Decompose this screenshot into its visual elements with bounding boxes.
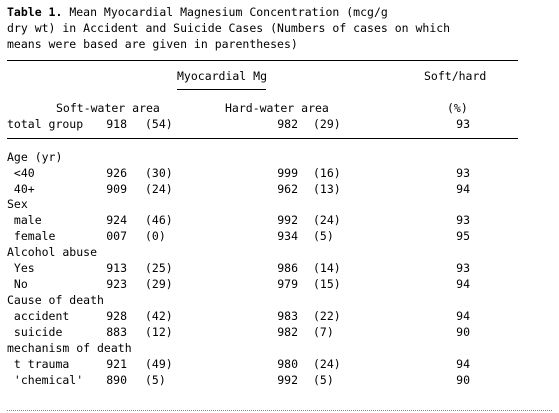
header-bottom-rule: [7, 138, 518, 139]
soft-hard-ratio: 93: [456, 166, 470, 180]
hard-water-count: (5): [313, 373, 334, 387]
hard-water-value: 962: [277, 182, 298, 196]
soft-water-value: 924: [106, 213, 127, 227]
hard-water-value: 982: [277, 117, 298, 131]
soft-water-value: 923: [106, 277, 127, 291]
soft-hard-ratio: 95: [456, 229, 470, 243]
soft-water-value: 926: [106, 166, 127, 180]
soft-water-count: (0): [145, 229, 166, 243]
hard-water-value: 979: [277, 277, 298, 291]
percent-header: (%): [447, 101, 468, 115]
row-label: 'chemical': [7, 373, 84, 387]
soft-hard-ratio: 94: [456, 357, 470, 371]
soft-water-value: 928: [106, 309, 127, 323]
hard-water-count: (24): [313, 213, 341, 227]
soft-water-count: (30): [145, 166, 173, 180]
row-label: mechanism of death: [7, 341, 132, 355]
table-caption: Table 1. Mean Myocardial Magnesium Conce…: [7, 4, 527, 52]
group-underline: [177, 89, 266, 90]
hard-water-count: (24): [313, 357, 341, 371]
row-label: 40+: [7, 182, 35, 196]
row-label: Sex: [7, 197, 28, 211]
hard-water-value: 986: [277, 261, 298, 275]
soft-water-value: 918: [106, 117, 127, 131]
soft-water-count: (42): [145, 309, 173, 323]
soft-water-count: (12): [145, 325, 173, 339]
soft-hard-header: Soft/hard: [424, 69, 487, 83]
soft-water-count: (25): [145, 261, 173, 275]
soft-hard-ratio: 93: [456, 213, 470, 227]
hard-water-count: (16): [313, 166, 341, 180]
row-label: t trauma: [7, 357, 70, 371]
row-label: Alcohol abuse: [7, 245, 98, 259]
soft-hard-ratio: 94: [456, 182, 470, 196]
soft-water-count: (5): [145, 373, 166, 387]
soft-water-count: (49): [145, 357, 173, 371]
hard-water-count: (29): [313, 117, 341, 131]
soft-water-count: (46): [145, 213, 173, 227]
row-label: suicide: [7, 325, 63, 339]
hard-water-value: 983: [277, 309, 298, 323]
soft-hard-ratio: 90: [456, 325, 470, 339]
hard-water-value: 934: [277, 229, 298, 243]
bottom-dotted-rule: [7, 410, 552, 411]
soft-hard-ratio: 94: [456, 277, 470, 291]
soft-water-value: 921: [106, 357, 127, 371]
hard-water-count: (22): [313, 309, 341, 323]
hard-water-value: 992: [277, 213, 298, 227]
soft-water-header: Soft-water area: [56, 101, 160, 115]
soft-water-count: (29): [145, 277, 173, 291]
hard-water-value: 982: [277, 325, 298, 339]
soft-water-count: (54): [145, 117, 173, 131]
soft-water-value: 913: [106, 261, 127, 275]
row-label: accident: [7, 309, 70, 323]
row-label: <40: [7, 166, 35, 180]
hard-water-value: 980: [277, 357, 298, 371]
soft-hard-ratio: 94: [456, 309, 470, 323]
hard-water-count: (5): [313, 229, 334, 243]
hard-water-count: (7): [313, 325, 334, 339]
group-header: Myocardial Mg: [177, 69, 268, 83]
soft-hard-ratio: 93: [456, 261, 470, 275]
caption-line-1: Mean Myocardial Magnesium Concentration …: [62, 5, 388, 19]
soft-water-value: 007: [106, 229, 127, 243]
hard-water-value: 992: [277, 373, 298, 387]
hard-water-count: (14): [313, 261, 341, 275]
soft-hard-ratio: 90: [456, 373, 470, 387]
row-label: female: [7, 229, 56, 243]
soft-water-value: 909: [106, 182, 127, 196]
hard-water-count: (15): [313, 277, 341, 291]
row-label: No: [7, 277, 28, 291]
row-label: Yes: [7, 261, 35, 275]
table-label: Table 1.: [7, 5, 63, 19]
soft-water-value: 890: [106, 373, 127, 387]
soft-water-value: 883: [106, 325, 127, 339]
top-rule: [7, 60, 518, 61]
row-label: male: [7, 213, 42, 227]
row-label: Cause of death: [7, 293, 104, 307]
soft-water-count: (24): [145, 182, 173, 196]
row-label: total group: [7, 117, 84, 131]
hard-water-count: (13): [313, 182, 341, 196]
caption-line-2: dry wt) in Accident and Suicide Cases (N…: [7, 21, 451, 35]
row-label: Age (yr): [7, 150, 63, 164]
hard-water-value: 999: [277, 166, 298, 180]
hard-water-header: Hard-water area: [225, 101, 329, 115]
caption-line-3: means were based are given in parenthese…: [7, 37, 298, 51]
soft-hard-ratio: 93: [456, 117, 470, 131]
